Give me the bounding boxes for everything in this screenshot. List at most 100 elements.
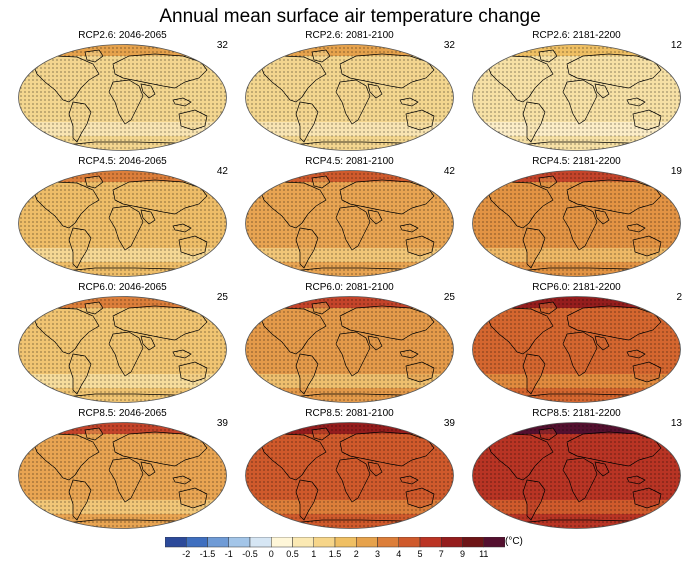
- map-panel: RCP6.0: 2081-2100 25: [242, 282, 457, 407]
- colorbar-tick-label: 11: [479, 549, 489, 559]
- map-panel: RCP8.5: 2081-2100 39: [242, 408, 457, 533]
- panel-title: RCP8.5: 2081-2100: [305, 408, 394, 419]
- significance-stippling: [472, 422, 681, 529]
- map-border: [472, 296, 681, 403]
- world-map: [472, 296, 681, 403]
- colorbar: [165, 537, 505, 548]
- figure-title: Annual mean surface air temperature chan…: [159, 6, 541, 27]
- map-grid: RCP2.6: 2046-2065 32 RCP2.6: 2081-2100 32 RC…: [15, 30, 685, 534]
- colorbar-segment: [313, 537, 336, 548]
- map-panel: RCP2.6: 2046-2065 32: [15, 30, 230, 155]
- colorbar-tick-label: 4: [396, 549, 402, 559]
- colorbar-segment: [377, 537, 399, 548]
- map-panel: RCP2.6: 2081-2100 32: [242, 30, 457, 155]
- world-map: [245, 170, 454, 277]
- map-panel: RCP2.6: 2181-2200 12: [469, 30, 684, 155]
- map-border: [245, 422, 454, 529]
- colorbar-segment: [186, 537, 208, 548]
- panel-title: RCP8.5: 2046-2065: [78, 408, 167, 419]
- colorbar-tick-label: -1: [224, 549, 233, 559]
- map-border: [18, 296, 227, 403]
- colorbar-tick-label: 2: [353, 549, 359, 559]
- colorbar-segment: [441, 537, 463, 548]
- world-map: [245, 422, 454, 529]
- world-map: [245, 296, 454, 403]
- world-map: [472, 422, 681, 529]
- panel-title: RCP6.0: 2181-2200: [532, 282, 621, 293]
- world-map: [18, 296, 227, 403]
- colorbar-tick-label: 0.5: [286, 549, 299, 559]
- map-panel: RCP6.0: 2181-2200 2: [469, 282, 684, 407]
- significance-stippling: [18, 170, 227, 277]
- colorbar-segment: [483, 537, 505, 548]
- map-border: [18, 44, 227, 151]
- colorbar-tick-label: 1.5: [328, 549, 342, 559]
- world-map: [18, 170, 227, 277]
- colorbar-segment: [271, 537, 293, 548]
- significance-stippling: [18, 44, 227, 151]
- colorbar-segment: [462, 537, 484, 548]
- world-map: [245, 44, 454, 151]
- panel-title: RCP6.0: 2081-2100: [305, 282, 394, 293]
- map-border: [472, 422, 681, 529]
- significance-stippling: [18, 296, 227, 403]
- colorbar-segment: [207, 537, 229, 548]
- panel-title: RCP2.6: 2181-2200: [532, 30, 621, 41]
- map-border: [472, 44, 681, 151]
- world-map: [472, 170, 681, 277]
- significance-stippling: [472, 44, 681, 151]
- map-border: [245, 296, 454, 403]
- colorbar-tick-labels: -2 -1.5 -1 -0.5 0 0.5 1 1.5 2 3 4 5 7 9 11: [165, 549, 525, 563]
- significance-stippling: [245, 170, 454, 277]
- map-border: [18, 170, 227, 277]
- colorbar-segment: [165, 537, 187, 548]
- panel-title: RCP4.5: 2181-2200: [532, 156, 621, 167]
- colorbar-tick-label: 3: [374, 549, 381, 559]
- panel-model-count: 12: [670, 40, 682, 51]
- significance-stippling: [18, 422, 227, 529]
- world-map: [18, 44, 227, 151]
- colorbar-tick-label: 9: [459, 549, 466, 559]
- map-panel: RCP8.5: 2046-2065 39: [15, 408, 230, 533]
- panel-model-count: 19: [670, 166, 682, 177]
- panel-model-count: 25: [443, 292, 455, 303]
- map-border: [472, 170, 681, 277]
- colorbar-segment: [398, 537, 421, 548]
- map-panel: RCP6.0: 2046-2065 25: [15, 282, 230, 407]
- colorbar-segment: [334, 537, 357, 548]
- colorbar-segment: [292, 537, 314, 548]
- panel-title: RCP8.5: 2181-2200: [532, 408, 621, 419]
- map-border: [245, 44, 454, 151]
- map-panel: RCP8.5: 2181-2200 13: [469, 408, 684, 533]
- colorbar-tick-label: 0: [268, 549, 274, 559]
- map-panel: RCP4.5: 2181-2200 19: [469, 156, 684, 281]
- panel-model-count: 13: [670, 418, 682, 429]
- map-panel: RCP4.5: 2081-2100 42: [242, 156, 457, 281]
- colorbar-segment: [249, 537, 272, 548]
- colorbar-tick-label: -1.5: [199, 549, 216, 559]
- world-map: [472, 44, 681, 151]
- panel-title: RCP2.6: 2046-2065: [78, 30, 167, 41]
- panel-model-count: 39: [443, 418, 455, 429]
- significance-stippling: [245, 296, 454, 403]
- panel-title: RCP6.0: 2046-2065: [78, 282, 167, 293]
- colorbar-tick-label: -2: [182, 549, 191, 559]
- significance-stippling: [245, 44, 454, 151]
- colorbar-tick-label: 5: [417, 549, 423, 559]
- panel-model-count: 39: [216, 418, 228, 429]
- panel-model-count: 25: [216, 292, 228, 303]
- colorbar-tick-label: -0.5: [242, 549, 258, 559]
- colorbar-tick-label: 1: [311, 549, 317, 559]
- colorbar-tick-label: 7: [438, 549, 444, 559]
- panel-title: RCP4.5: 2081-2100: [305, 156, 394, 167]
- map-panel: RCP4.5: 2046-2065 42: [15, 156, 230, 281]
- panel-title: RCP4.5: 2046-2065: [78, 156, 167, 167]
- panel-model-count: 32: [443, 40, 455, 51]
- significance-stippling: [472, 296, 681, 403]
- panel-model-count: 32: [216, 40, 228, 51]
- colorbar-segment: [356, 537, 378, 548]
- panel-model-count: 2: [676, 292, 682, 303]
- significance-stippling: [472, 170, 681, 277]
- panel-model-count: 42: [216, 166, 228, 177]
- colorbar-unit-label: (°C): [505, 536, 523, 547]
